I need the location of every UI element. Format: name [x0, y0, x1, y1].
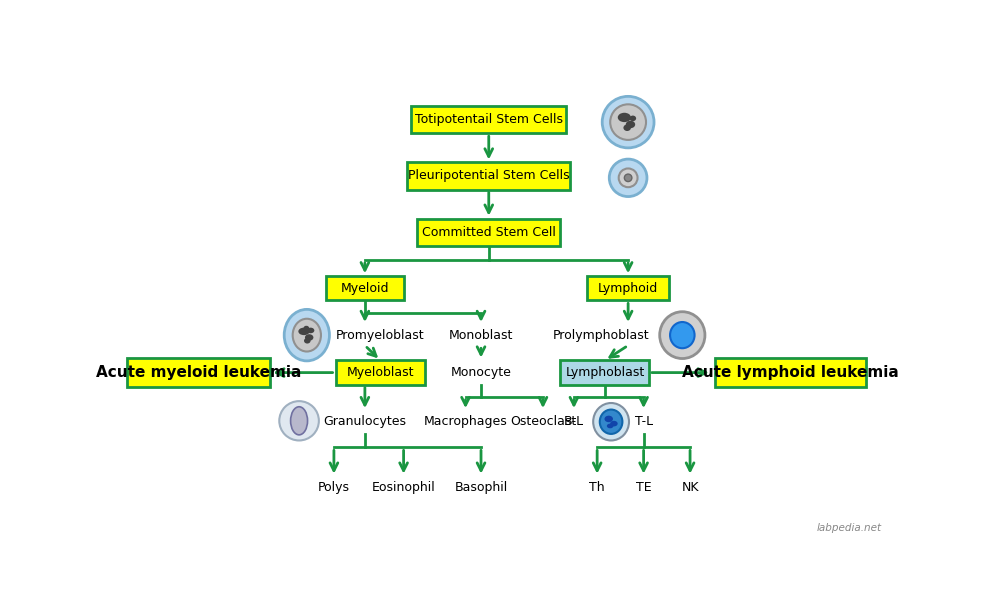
Text: Monoblast: Monoblast	[449, 329, 513, 342]
Text: Lymphoblast: Lymphoblast	[565, 366, 644, 379]
FancyBboxPatch shape	[127, 358, 270, 387]
Text: labpedia.net: labpedia.net	[817, 523, 882, 533]
Ellipse shape	[610, 421, 617, 426]
Text: Myeloblast: Myeloblast	[347, 366, 415, 379]
Ellipse shape	[623, 125, 631, 131]
Text: Macrophages: Macrophages	[424, 415, 507, 428]
Text: Pleuripotential Stem Cells: Pleuripotential Stem Cells	[408, 170, 569, 182]
FancyBboxPatch shape	[560, 361, 649, 385]
Ellipse shape	[602, 96, 654, 148]
FancyBboxPatch shape	[408, 162, 570, 190]
Text: Basophil: Basophil	[455, 481, 507, 494]
Text: Polys: Polys	[318, 481, 350, 494]
Text: Myeloid: Myeloid	[341, 282, 390, 295]
Ellipse shape	[284, 309, 330, 361]
Text: T-L: T-L	[634, 415, 652, 428]
FancyBboxPatch shape	[715, 358, 866, 387]
Text: Acute myeloid leukemia: Acute myeloid leukemia	[96, 365, 301, 380]
FancyBboxPatch shape	[587, 276, 668, 300]
Ellipse shape	[304, 338, 311, 344]
FancyBboxPatch shape	[412, 106, 566, 133]
FancyBboxPatch shape	[336, 361, 425, 385]
Text: Promyeloblast: Promyeloblast	[336, 329, 425, 342]
Ellipse shape	[609, 159, 647, 196]
Text: Eosinophil: Eosinophil	[372, 481, 436, 494]
FancyBboxPatch shape	[326, 276, 404, 300]
Text: Prolymphoblast: Prolymphoblast	[552, 329, 649, 342]
Text: TE: TE	[635, 481, 651, 494]
Ellipse shape	[670, 322, 694, 348]
Ellipse shape	[604, 416, 613, 422]
Ellipse shape	[629, 116, 636, 121]
Ellipse shape	[624, 174, 632, 182]
Ellipse shape	[291, 407, 308, 435]
Ellipse shape	[610, 105, 646, 140]
Ellipse shape	[659, 312, 705, 359]
FancyBboxPatch shape	[418, 218, 560, 246]
Text: Totipotentail Stem Cells: Totipotentail Stem Cells	[415, 113, 562, 126]
Text: Lymphoid: Lymphoid	[598, 282, 658, 295]
Text: NK: NK	[681, 481, 699, 494]
Ellipse shape	[593, 403, 629, 440]
Text: Monocyte: Monocyte	[451, 366, 511, 379]
Ellipse shape	[293, 319, 321, 351]
Ellipse shape	[617, 112, 631, 122]
Ellipse shape	[280, 401, 319, 440]
Ellipse shape	[606, 424, 613, 428]
Text: Committed Stem Cell: Committed Stem Cell	[422, 226, 555, 238]
Ellipse shape	[618, 168, 637, 187]
Ellipse shape	[625, 121, 635, 128]
Ellipse shape	[307, 328, 315, 333]
Ellipse shape	[299, 328, 310, 335]
Text: Osteoclast: Osteoclast	[509, 415, 576, 428]
Text: B-L: B-L	[563, 415, 584, 428]
Ellipse shape	[599, 410, 622, 434]
Text: Granulocytes: Granulocytes	[324, 415, 407, 428]
Ellipse shape	[305, 334, 314, 340]
Text: Th: Th	[589, 481, 605, 494]
Ellipse shape	[304, 326, 309, 331]
Text: Acute lymphoid leukemia: Acute lymphoid leukemia	[682, 365, 899, 380]
